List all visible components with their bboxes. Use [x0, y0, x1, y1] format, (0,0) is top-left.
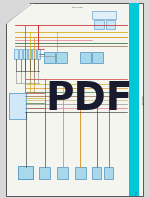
Bar	[129, 3, 139, 196]
Bar	[80, 52, 91, 63]
Polygon shape	[6, 0, 33, 24]
Bar	[74, 167, 86, 179]
Bar	[14, 49, 18, 59]
Bar	[39, 167, 50, 179]
Bar	[106, 20, 115, 29]
Text: W124 EWD: W124 EWD	[72, 7, 83, 8]
Bar	[9, 93, 26, 119]
Bar	[94, 20, 104, 29]
Bar	[92, 167, 101, 179]
Bar	[56, 52, 67, 63]
Bar	[57, 167, 68, 179]
Bar	[23, 49, 27, 59]
Bar	[19, 49, 22, 59]
Text: 2: 2	[135, 192, 136, 196]
Bar	[44, 52, 55, 63]
Bar	[92, 11, 116, 19]
Bar	[37, 49, 40, 59]
Bar	[92, 52, 103, 63]
Bar	[32, 49, 36, 59]
Bar	[28, 49, 31, 59]
Text: PDF: PDF	[46, 80, 133, 118]
Bar	[18, 166, 33, 179]
Bar	[104, 167, 113, 179]
